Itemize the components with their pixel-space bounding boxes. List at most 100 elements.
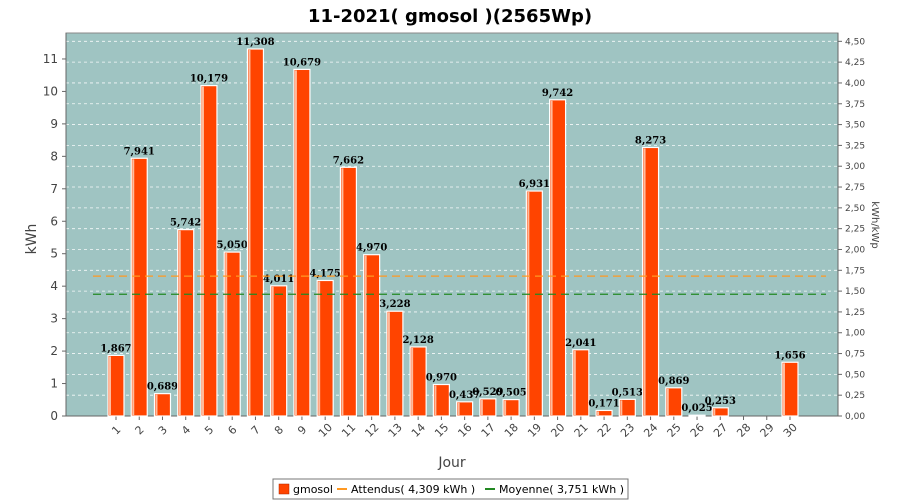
x-tick-label: 1 (109, 423, 123, 437)
y-tick-label: 8 (50, 149, 58, 163)
chart-title: 11-2021( gmosol )(2565Wp) (308, 6, 592, 27)
y2-tick-label: 0,00 (845, 412, 865, 422)
bar (548, 99, 567, 417)
y2-axis-label: kWh/kWp (869, 201, 880, 248)
bar (200, 85, 218, 417)
bar-highlight (132, 159, 135, 415)
legend-swatch (278, 483, 290, 495)
x-tick-label: 25 (665, 421, 684, 440)
data-label: 0,505 (495, 388, 526, 399)
x-tick-label: 18 (502, 421, 521, 440)
bar (270, 285, 288, 417)
x-tick-label: 2 (133, 423, 147, 437)
x-tick-label: 19 (525, 421, 544, 440)
data-label: 4,175 (310, 268, 341, 279)
bar (130, 157, 148, 417)
data-label: 11,308 (236, 37, 274, 48)
x-tick-label: 17 (479, 421, 498, 440)
y2-tick-label: 4,00 (845, 79, 865, 89)
bar-highlight (294, 70, 297, 415)
bar (665, 387, 683, 417)
bar (502, 399, 520, 417)
bar (339, 166, 358, 417)
y2-tick-label: 4,25 (845, 58, 865, 68)
data-label: 0,025 (681, 403, 712, 414)
data-label: 0,437 (449, 390, 480, 401)
x-tick-label: 29 (758, 421, 777, 440)
bar-highlight (434, 385, 437, 415)
bar-highlight (248, 49, 251, 416)
y2-tick-label: 1,25 (845, 308, 865, 318)
y-tick-label: 2 (50, 344, 58, 358)
x-tick-label: 30 (781, 421, 800, 440)
x-tick-label: 26 (688, 421, 707, 440)
bar-group (153, 393, 172, 417)
bar (572, 349, 590, 417)
bar-group (270, 285, 288, 417)
data-label: 10,179 (190, 74, 228, 85)
x-tick-label: 9 (295, 423, 309, 437)
bar-highlight (109, 356, 111, 415)
bar (595, 409, 613, 417)
legend-label: gmosol (293, 483, 333, 496)
x-tick-label: 7 (249, 423, 263, 437)
x-tick-label: 3 (156, 423, 170, 437)
bar-group (781, 361, 799, 417)
bar-group (130, 157, 148, 417)
bar-group (432, 383, 450, 417)
x-tick-label: 27 (711, 421, 730, 440)
y2-tick-label: 2,50 (845, 204, 865, 214)
y2-tick-label: 3,00 (845, 162, 865, 172)
data-label: 0,689 (147, 382, 178, 393)
bar-group (107, 354, 125, 417)
y2-tick-label: 3,50 (845, 121, 865, 131)
bar-group (548, 99, 567, 417)
bar-group (223, 251, 241, 417)
bar-highlight (666, 388, 669, 415)
bar-highlight (201, 86, 204, 415)
bar (293, 68, 311, 417)
data-label: 2,041 (565, 338, 596, 349)
data-label: 5,742 (170, 218, 201, 229)
bar-group (339, 166, 358, 417)
x-axis-label: Jour (437, 455, 466, 471)
data-label: 0,529 (472, 387, 503, 398)
data-label: 1,656 (774, 350, 805, 361)
y-tick-label: 9 (50, 117, 58, 131)
bar-highlight (411, 347, 414, 415)
legend-label: Moyenne( 3,751 kWh ) (499, 483, 624, 496)
bar-group (688, 414, 706, 417)
x-tick-label: 24 (641, 421, 660, 440)
y2-tick-label: 2,00 (845, 245, 865, 255)
bar-group (502, 399, 520, 417)
data-label: 2,128 (402, 335, 433, 346)
x-tick-label: 16 (455, 421, 474, 440)
bar-highlight (457, 402, 460, 415)
bar-highlight (620, 400, 623, 415)
bar (432, 383, 450, 417)
legend: gmosol Attendus( 4,309 kWh ) Moyenne( 3,75… (272, 478, 629, 500)
bar (479, 398, 497, 417)
y2-tick-label: 2,25 (845, 225, 865, 235)
bar-highlight (480, 399, 483, 415)
data-label: 4,970 (356, 243, 387, 254)
data-label: 7,662 (333, 155, 364, 166)
y-tick-label: 3 (50, 312, 58, 326)
bar-highlight (597, 411, 600, 415)
bar-highlight (318, 281, 321, 415)
y-tick-label: 10 (43, 84, 58, 98)
data-label: 3,228 (379, 299, 410, 310)
x-tick-label: 8 (272, 423, 286, 437)
bar (641, 146, 660, 417)
bar (316, 279, 334, 417)
bar-highlight (364, 255, 367, 415)
y-axis-label: kWh (24, 224, 40, 255)
x-tick-label: 10 (316, 421, 335, 440)
y-tick-label: 5 (50, 247, 58, 261)
data-label: 8,273 (635, 135, 666, 146)
bar-group (456, 401, 474, 417)
bar (153, 393, 172, 417)
x-tick-label: 28 (734, 421, 753, 440)
bar (618, 398, 636, 417)
